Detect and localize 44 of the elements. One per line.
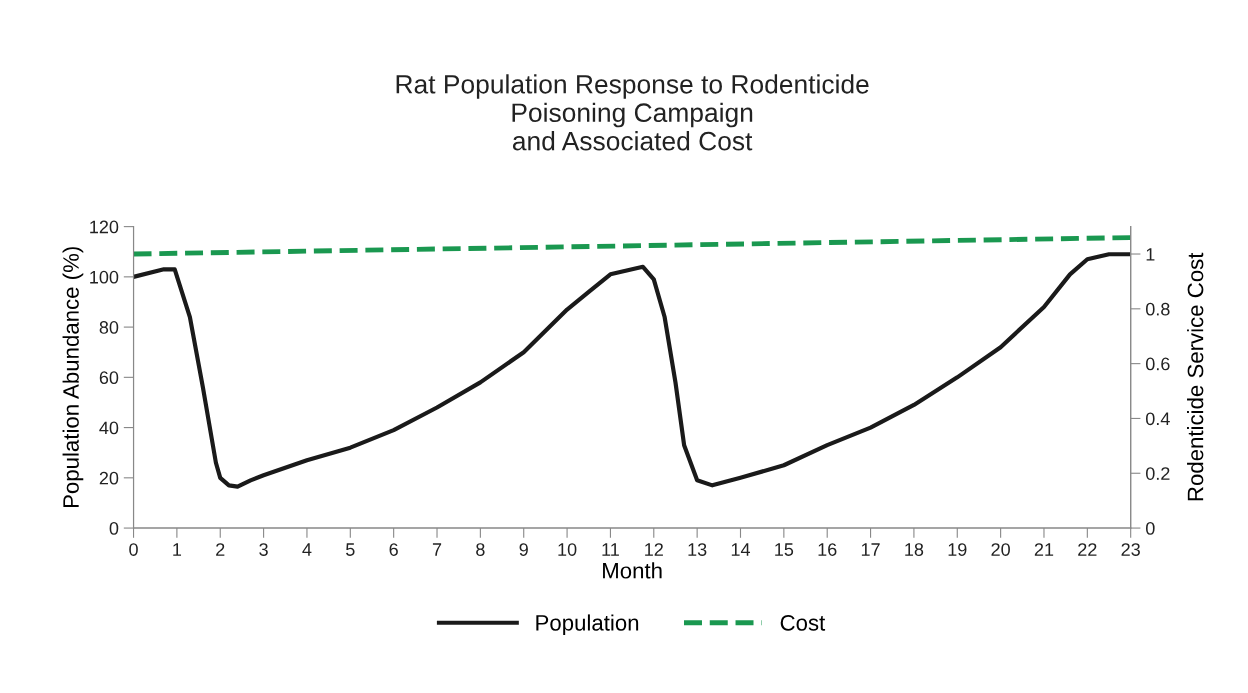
x-tick-label: 13 bbox=[688, 543, 707, 556]
x-tick-label: 21 bbox=[1034, 543, 1054, 556]
x-tick-label: 5 bbox=[346, 543, 355, 556]
y-axis-title: Population Abundance (%) bbox=[62, 247, 84, 508]
line-series bbox=[133, 252, 1131, 489]
y2-tick-label: 0.4 bbox=[1145, 412, 1170, 426]
x-tick-label: 20 bbox=[991, 543, 1010, 556]
y-tick-label: 120 bbox=[90, 220, 119, 234]
chart-title: Rat Population Response to Rodenticide Poisoning Campaign and Associated Cost bbox=[396, 74, 869, 151]
y-tick-label: 0 bbox=[109, 522, 119, 535]
y2-tick-label: 1 bbox=[1146, 248, 1155, 261]
x-tick-label: 15 bbox=[775, 543, 794, 556]
x-axis-title: Month bbox=[603, 562, 662, 579]
y2-axis-title: Rodenticide Service Cost bbox=[1187, 252, 1204, 501]
x-tick-label: 22 bbox=[1078, 543, 1097, 556]
x-tick-label: 19 bbox=[948, 543, 967, 556]
y-tick-label: 100 bbox=[90, 270, 119, 284]
y-tick-label: 60 bbox=[99, 371, 119, 385]
x-tick-label: 6 bbox=[389, 543, 398, 556]
x-tick-label: 23 bbox=[1121, 543, 1140, 556]
x-tick-label: 7 bbox=[432, 543, 442, 556]
y-tick-label: 80 bbox=[99, 321, 119, 334]
x-tick-label: 11 bbox=[602, 543, 619, 556]
y2-tick-label: 0.2 bbox=[1145, 467, 1170, 480]
x-tick-label: 2 bbox=[216, 543, 225, 556]
x-tick-label: 10 bbox=[558, 543, 577, 556]
x-tick-label: 4 bbox=[302, 543, 312, 556]
y-tick-label: 40 bbox=[99, 421, 119, 435]
x-tick-label: 17 bbox=[861, 543, 880, 556]
legend-label: Population bbox=[536, 614, 639, 636]
legend-label: Cost bbox=[780, 614, 826, 631]
y2-tick-label: 0 bbox=[1145, 522, 1155, 535]
x-tick-label: 14 bbox=[731, 543, 751, 556]
x-tick-label: 8 bbox=[476, 543, 485, 556]
x-tick-label: 18 bbox=[905, 543, 924, 556]
y2-tick-label: 0.6 bbox=[1145, 357, 1170, 371]
x-tick-label: 16 bbox=[818, 543, 837, 556]
y-tick-label: 20 bbox=[99, 471, 119, 485]
y2-tick-label: 0.8 bbox=[1145, 302, 1170, 316]
x-tick-label: 1 bbox=[173, 543, 182, 556]
x-tick-label: 9 bbox=[519, 543, 528, 556]
x-tick-label: 12 bbox=[645, 543, 663, 556]
x-tick-label: 0 bbox=[129, 543, 138, 556]
x-tick-label: 3 bbox=[259, 543, 268, 556]
